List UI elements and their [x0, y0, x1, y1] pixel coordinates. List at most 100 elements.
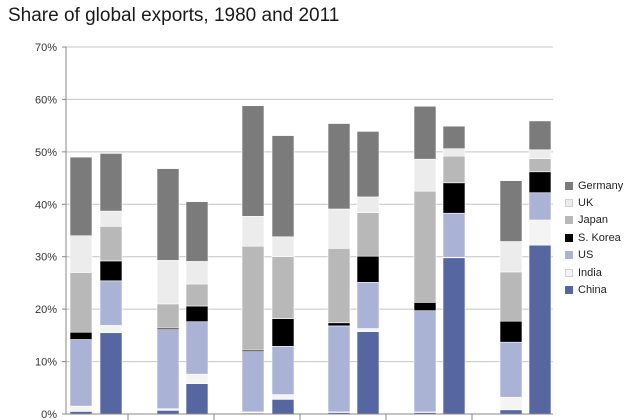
- legend-label: S. Korea: [578, 231, 621, 244]
- bar-segment-uk: [442, 148, 466, 157]
- bar-segment-japan: [69, 272, 93, 333]
- legend-swatch: [565, 199, 573, 208]
- y-tick-label: 70%: [35, 42, 57, 54]
- legend-label: US: [578, 249, 594, 262]
- bar-segment-japan: [185, 283, 209, 307]
- y-tick-label: 0%: [41, 409, 57, 420]
- legend-label: Japan: [578, 214, 608, 227]
- bar-segment-china: [185, 383, 209, 415]
- legend-label: China: [578, 284, 607, 297]
- bar-segment-uk: [528, 149, 552, 159]
- legend-label: Germany: [578, 179, 624, 192]
- bar-segment-us: [271, 346, 295, 395]
- y-tick-label: 30%: [35, 252, 57, 264]
- bar-segment-us: [327, 325, 351, 413]
- legend: Germany UK Japan S. Korea US India China: [565, 177, 623, 299]
- bar-segment-germany: [327, 123, 351, 210]
- bar-segment-india: [356, 328, 380, 332]
- bar-segment-s-korea: [528, 171, 552, 194]
- legend-item: India: [565, 264, 623, 281]
- bar-segment-india: [69, 405, 93, 412]
- legend-item: Germany: [565, 177, 623, 194]
- legend-swatch: [565, 286, 573, 295]
- bar-segment-s-korea: [271, 318, 295, 347]
- bar-segment-s-korea: [99, 260, 123, 282]
- bar-segment-japan: [327, 248, 351, 324]
- legend-swatch: [565, 233, 573, 242]
- legend-swatch: [565, 216, 573, 225]
- bar-segment-us: [442, 212, 466, 258]
- bar-segment-uk: [356, 196, 380, 213]
- bar-segment-india: [499, 396, 523, 411]
- bars: [69, 105, 552, 415]
- bar-segment-uk: [271, 236, 295, 258]
- bar-segment-china: [99, 332, 123, 415]
- bar-segment-us: [156, 329, 180, 410]
- bar-segment-germany: [241, 105, 265, 217]
- bar-segment-china: [156, 410, 180, 415]
- bar-segment-germany: [271, 135, 295, 238]
- bar-segment-us: [241, 351, 265, 413]
- bar-segment-japan: [528, 158, 552, 173]
- bar-segment-germany: [185, 201, 209, 262]
- bar-segment-india: [271, 394, 295, 400]
- bar-segment-uk: [185, 261, 209, 285]
- bar-segment-s-korea: [327, 322, 351, 327]
- legend-label: UK: [578, 197, 594, 210]
- bar-segment-japan: [156, 303, 180, 329]
- bar-segment-s-korea: [413, 302, 437, 312]
- bar-segment-s-korea: [442, 182, 466, 214]
- bar-segment-uk: [156, 260, 180, 305]
- bar-segment-us: [499, 341, 523, 398]
- bar-segment-china: [499, 409, 523, 415]
- legend-swatch: [565, 251, 573, 260]
- legend-item: Japan: [565, 212, 623, 229]
- y-tick-label: 40%: [35, 199, 57, 211]
- bar-segment-s-korea: [499, 320, 523, 343]
- legend-item: UK: [565, 194, 623, 211]
- bar-segment-china: [442, 257, 466, 415]
- bar-segment-india: [185, 373, 209, 384]
- bar-segment-us: [356, 282, 380, 329]
- bar-segment-japan: [442, 155, 466, 184]
- bar-segment-s-korea: [185, 305, 209, 323]
- bar-segment-china: [356, 331, 380, 415]
- legend-item: S. Korea: [565, 229, 623, 246]
- bar-segment-japan: [99, 226, 123, 262]
- bar-segment-s-korea: [356, 255, 380, 283]
- bar-segment-germany: [156, 168, 180, 261]
- bar-segment-china: [271, 399, 295, 415]
- y-tick-label: 20%: [35, 304, 57, 316]
- axes: 0% 10% 20% 30% 40% 50% 60% 70%: [35, 42, 553, 420]
- bar-segment-germany: [99, 153, 123, 212]
- bar-segment-india: [528, 219, 552, 246]
- bar-segment-uk: [413, 158, 437, 192]
- bar-segment-s-korea: [69, 331, 93, 340]
- bar-segment-uk: [69, 235, 93, 273]
- bar-segment-uk: [241, 216, 265, 247]
- bar-segment-china: [528, 244, 552, 415]
- gridlines: [66, 46, 553, 363]
- bar-segment-germany: [356, 131, 380, 198]
- bar-segment-germany: [528, 120, 552, 151]
- bar-segment-uk: [99, 210, 123, 227]
- bar-segment-japan: [241, 245, 265, 351]
- legend-item: US: [565, 247, 623, 264]
- bar-segment-japan: [356, 212, 380, 257]
- bar-segment-india: [99, 325, 123, 334]
- bar-segment-germany: [413, 105, 437, 160]
- legend-swatch: [565, 268, 573, 277]
- bar-segment-germany: [442, 125, 466, 150]
- legend-label: India: [578, 266, 602, 279]
- bar-segment-germany: [499, 180, 523, 242]
- bar-segment-japan: [413, 190, 437, 303]
- bar-segment-japan: [271, 256, 295, 319]
- chart-title: Share of global exports, 1980 and 2011: [8, 5, 340, 26]
- bar-segment-us: [69, 339, 93, 407]
- legend-swatch: [565, 181, 573, 190]
- y-tick-label: 50%: [35, 147, 57, 159]
- bar-segment-germany: [69, 156, 93, 237]
- legend-item: China: [565, 281, 623, 298]
